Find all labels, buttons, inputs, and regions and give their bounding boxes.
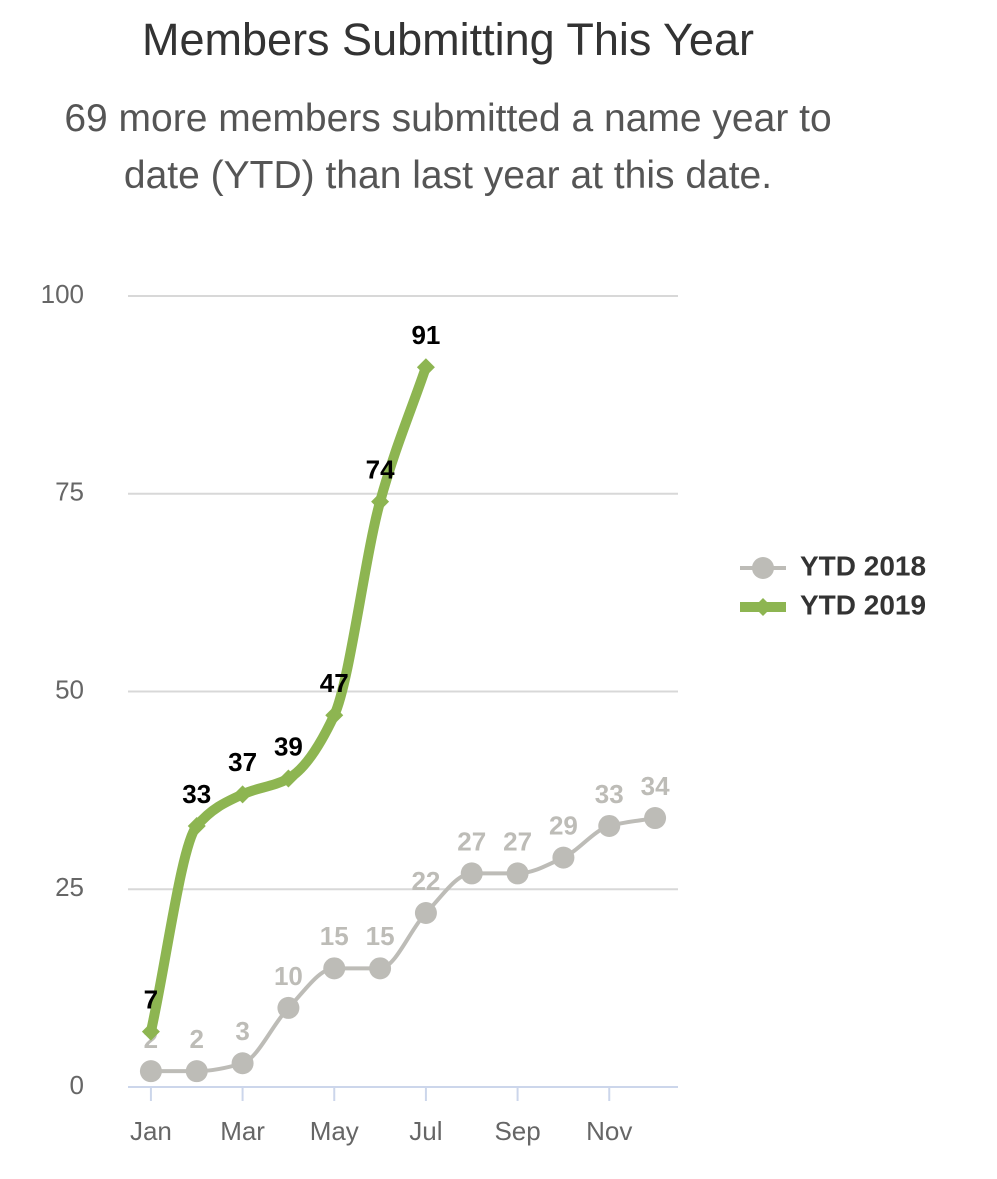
point-marker bbox=[644, 807, 667, 830]
series-line bbox=[148, 816, 658, 1074]
data-label: 27 bbox=[503, 826, 532, 856]
data-label: 3 bbox=[235, 1016, 249, 1046]
legend-marker bbox=[752, 557, 774, 579]
point-marker bbox=[598, 814, 621, 837]
x-tick-label: Sep bbox=[494, 1116, 540, 1146]
point-marker bbox=[323, 957, 346, 980]
data-label: 2 bbox=[190, 1024, 204, 1054]
data-label: 29 bbox=[549, 810, 578, 840]
point-marker bbox=[233, 785, 252, 804]
y-tick-label: 100 bbox=[41, 279, 84, 309]
point-marker bbox=[460, 862, 483, 885]
legend-marker bbox=[754, 598, 772, 616]
data-label: 15 bbox=[366, 921, 395, 951]
point-marker bbox=[139, 1060, 162, 1083]
data-label: 27 bbox=[457, 826, 486, 856]
data-label: 47 bbox=[320, 668, 349, 698]
x-tick-label: Mar bbox=[220, 1116, 265, 1146]
data-label: 33 bbox=[595, 779, 624, 809]
x-tick-label: Jul bbox=[409, 1116, 442, 1146]
data-label: 34 bbox=[641, 771, 670, 801]
point-marker bbox=[141, 1022, 160, 1041]
chart-title: Members Submitting This Year bbox=[142, 14, 754, 65]
point-marker bbox=[552, 846, 575, 869]
data-label: 15 bbox=[320, 921, 349, 951]
data-label: 37 bbox=[228, 747, 257, 777]
data-label: 39 bbox=[274, 731, 303, 761]
y-tick-label: 50 bbox=[55, 674, 84, 704]
chart-subtitle: 69 more members submitted a name year to… bbox=[64, 97, 832, 197]
y-tick-label: 0 bbox=[70, 1070, 84, 1100]
point-marker bbox=[185, 1060, 208, 1083]
x-tick-label: Jan bbox=[130, 1116, 172, 1146]
point-marker bbox=[369, 957, 392, 980]
point-marker bbox=[371, 492, 390, 511]
y-tick-label: 25 bbox=[55, 872, 84, 902]
data-label: 74 bbox=[366, 455, 395, 485]
point-marker bbox=[506, 862, 529, 885]
point-marker bbox=[325, 706, 344, 725]
y-tick-label: 75 bbox=[55, 477, 84, 507]
x-tick-label: May bbox=[310, 1116, 359, 1146]
point-marker bbox=[416, 358, 435, 377]
x-tick-label: Nov bbox=[586, 1116, 632, 1146]
point-marker bbox=[414, 901, 437, 924]
legend-label: YTD 2018 bbox=[800, 550, 926, 581]
point-marker bbox=[277, 996, 300, 1019]
point-marker bbox=[231, 1052, 254, 1075]
data-label: 7 bbox=[144, 985, 158, 1015]
data-label: 91 bbox=[411, 320, 440, 350]
data-label: 10 bbox=[274, 961, 303, 991]
point-marker bbox=[279, 769, 298, 788]
legend-label: YTD 2019 bbox=[800, 589, 926, 620]
point-marker bbox=[187, 816, 206, 835]
data-label: 33 bbox=[182, 779, 211, 809]
data-label: 22 bbox=[411, 866, 440, 896]
